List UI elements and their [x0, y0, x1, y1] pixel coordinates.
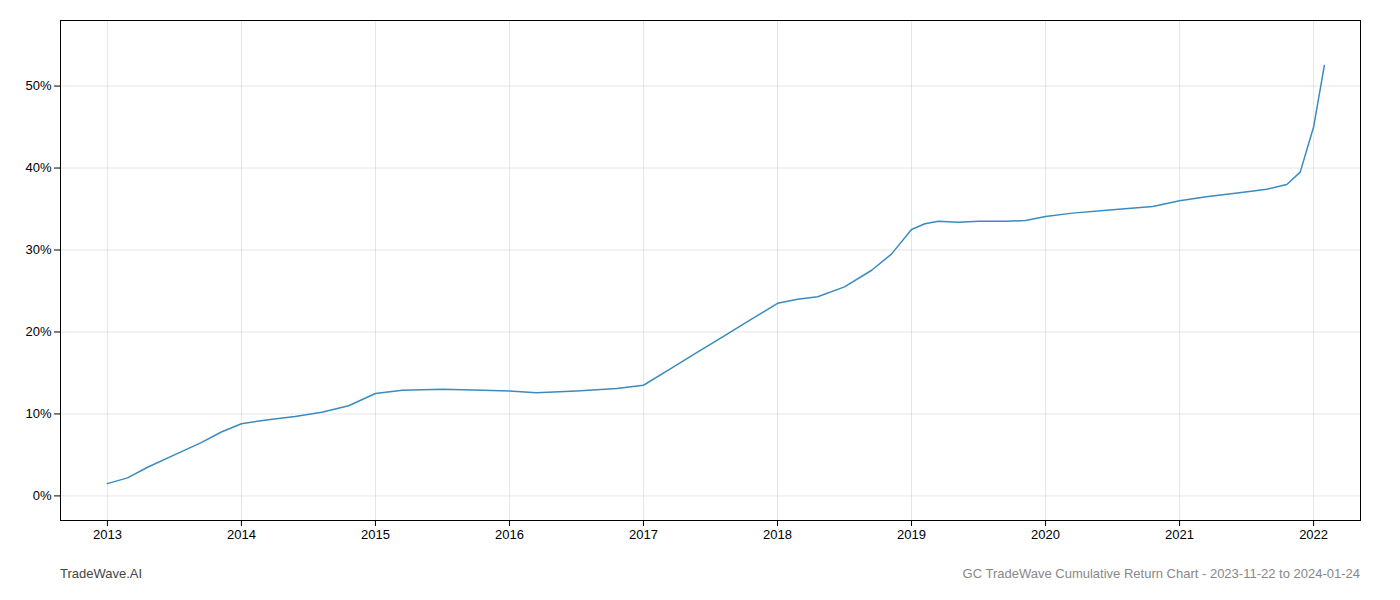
svg-text:2017: 2017: [629, 527, 658, 542]
svg-text:40%: 40%: [25, 160, 51, 175]
svg-text:2013: 2013: [93, 527, 122, 542]
svg-text:2014: 2014: [227, 527, 256, 542]
svg-text:2015: 2015: [361, 527, 390, 542]
svg-text:2016: 2016: [495, 527, 524, 542]
html-text:GC TradeWave Cumulative Return: GC TradeWave Cumulative Return Chart - 2…: [962, 566, 1360, 581]
svg-text:2022: 2022: [1299, 527, 1328, 542]
svg-text:10%: 10%: [25, 406, 51, 421]
svg-text:20%: 20%: [25, 324, 51, 339]
html-text:TradeWave.AI: TradeWave.AI: [60, 566, 143, 581]
svg-text:50%: 50%: [25, 78, 51, 93]
svg-text:2019: 2019: [897, 527, 926, 542]
svg-text:0%: 0%: [33, 488, 52, 503]
svg-text:2021: 2021: [1165, 527, 1194, 542]
svg-text:30%: 30%: [25, 242, 51, 257]
svg-text:2018: 2018: [763, 527, 792, 542]
svg-text:2020: 2020: [1031, 527, 1060, 542]
